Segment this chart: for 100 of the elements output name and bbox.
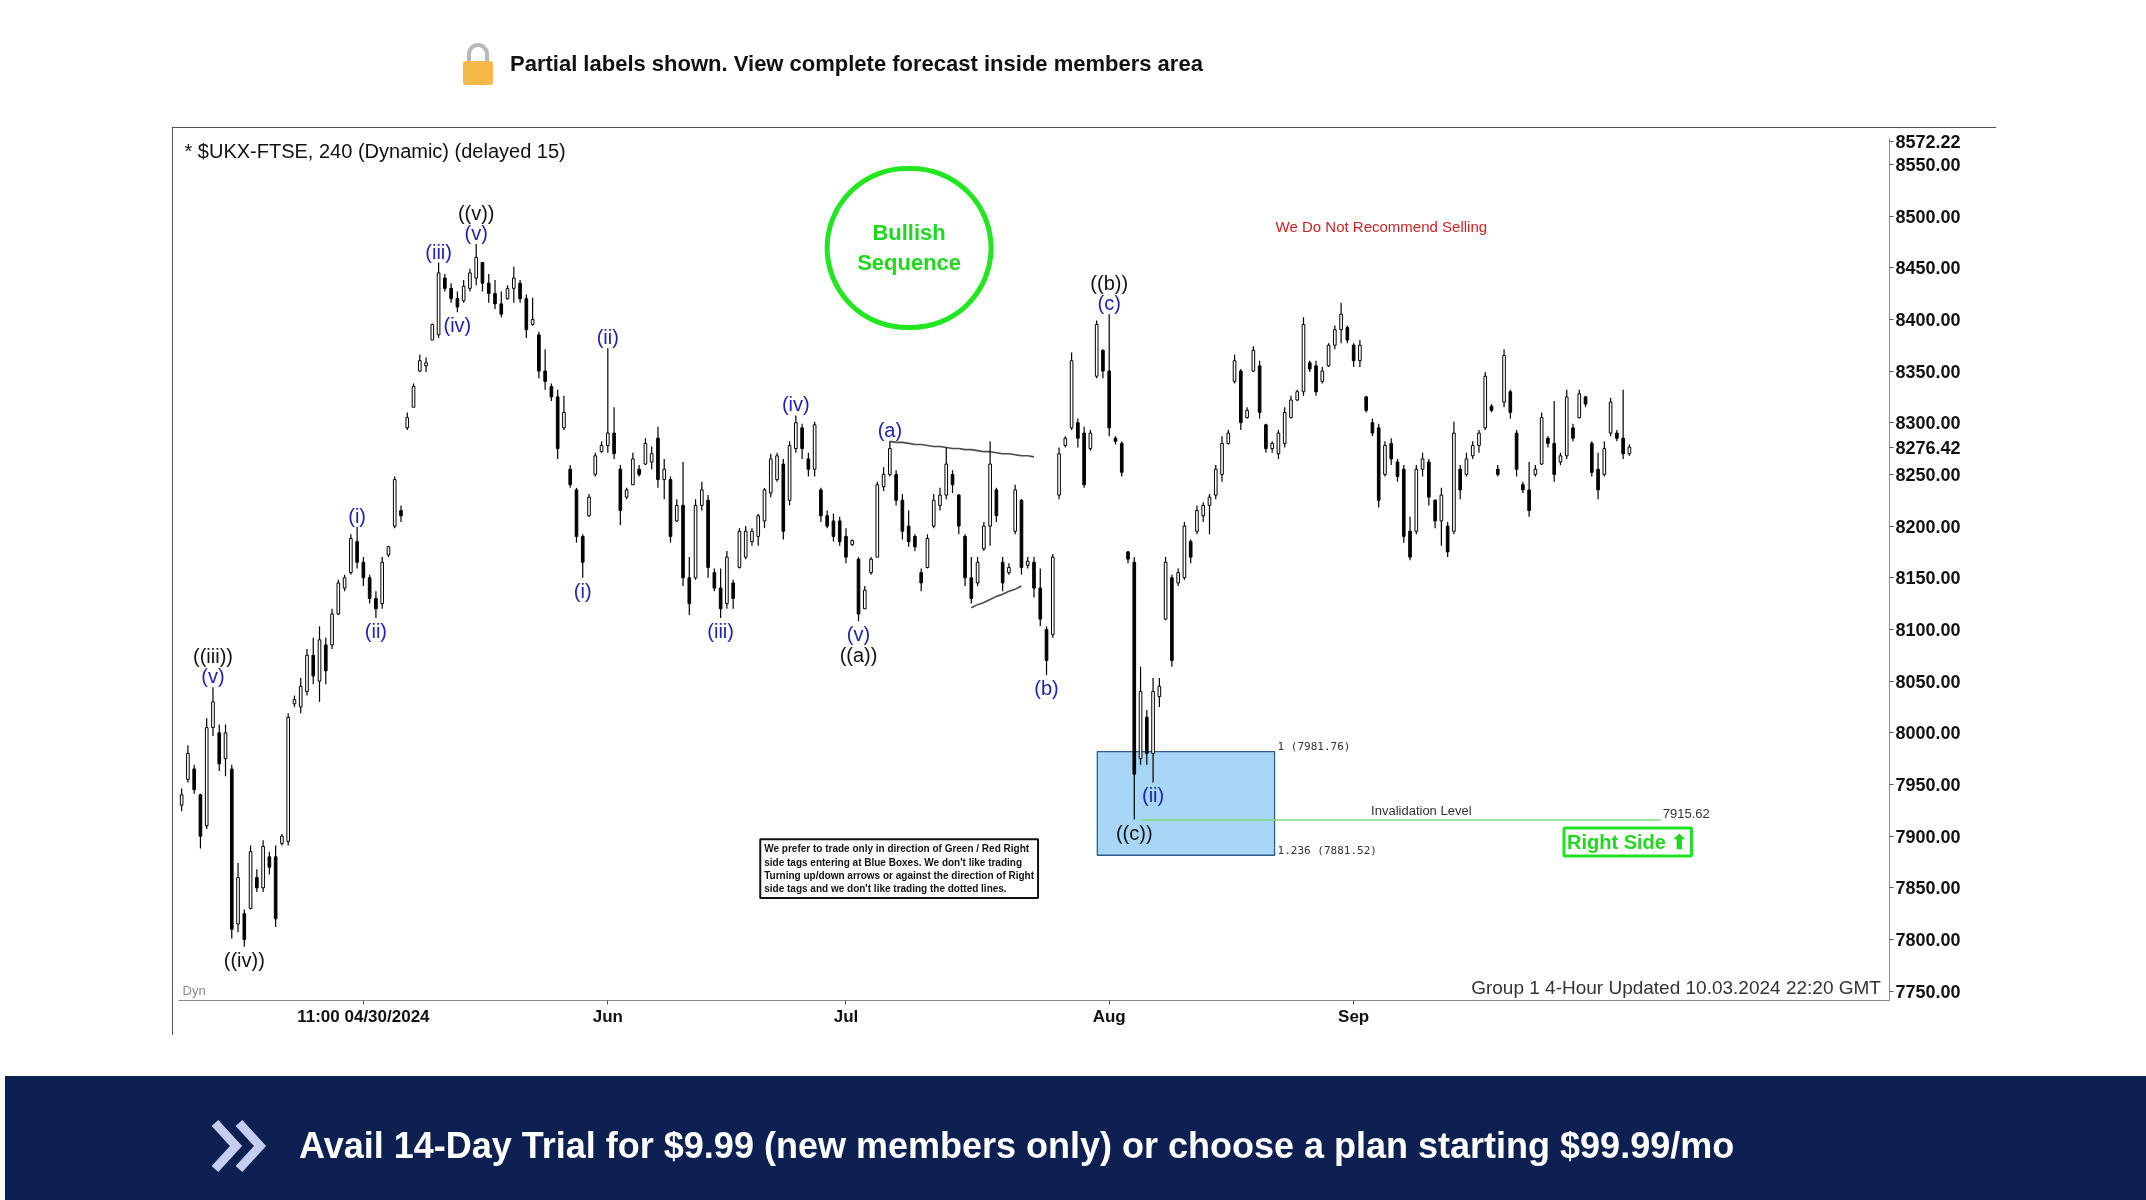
y-tick-label: 7950.00 bbox=[1895, 774, 1961, 795]
candlestick bbox=[1088, 429, 1093, 452]
line-series bbox=[970, 585, 1023, 609]
annotation: Bullish Sequence bbox=[857, 220, 962, 276]
y-tick-label: 7750.00 bbox=[1895, 981, 1961, 1002]
y-tick-label: 8350.00 bbox=[1895, 361, 1961, 382]
y-tick-label: 7850.00 bbox=[1895, 878, 1961, 899]
candlestick bbox=[612, 406, 616, 460]
y-tick-label: 8150.00 bbox=[1895, 568, 1961, 589]
candlestick bbox=[461, 279, 466, 304]
candlestick bbox=[255, 868, 259, 893]
annotation: (ii) bbox=[364, 620, 388, 643]
candlestick bbox=[919, 567, 923, 592]
candlestick bbox=[1596, 452, 1600, 500]
candlestick bbox=[449, 282, 453, 304]
candlestick bbox=[756, 513, 761, 547]
candlestick bbox=[1201, 501, 1206, 523]
candlestick bbox=[1477, 429, 1481, 454]
y-tick-label: 8250.00 bbox=[1895, 464, 1961, 485]
candlestick bbox=[906, 509, 911, 548]
candlestick bbox=[311, 637, 316, 685]
candlestick bbox=[499, 290, 504, 318]
annotation: ((v)) bbox=[457, 201, 495, 224]
candlestick bbox=[975, 556, 980, 587]
y-tick-label: 8100.00 bbox=[1895, 619, 1961, 640]
annotation: ((b)) bbox=[1090, 272, 1129, 295]
x-tick-label: Jul bbox=[833, 1006, 859, 1026]
y-tick-label: 8200.00 bbox=[1895, 516, 1961, 537]
candlestick bbox=[1389, 437, 1394, 466]
candlestick bbox=[662, 458, 667, 500]
annotation: (a) bbox=[877, 419, 903, 442]
candlestick bbox=[543, 348, 547, 391]
candlestick bbox=[969, 556, 974, 605]
candlestick bbox=[1000, 556, 1005, 592]
candlestick bbox=[1358, 339, 1362, 368]
text: Partial labels shown. View complete forecast inside members area bbox=[510, 49, 1203, 78]
candlestick bbox=[700, 481, 704, 512]
candlestick bbox=[486, 273, 491, 304]
annotation: 1 (7981.76) bbox=[1277, 740, 1351, 754]
annotation: (v) bbox=[846, 623, 871, 646]
candlestick bbox=[530, 297, 535, 327]
candlestick bbox=[1351, 342, 1356, 368]
candlestick bbox=[1207, 493, 1212, 535]
candlestick bbox=[568, 464, 573, 489]
annotation: Group 1 4-Hour Updated 10.03.2024 22:20 GMT bbox=[1471, 976, 1882, 998]
candlestick bbox=[606, 347, 610, 454]
annotation: Invalidation Level bbox=[1371, 803, 1472, 819]
candlestick bbox=[1276, 429, 1281, 460]
annotation: (b) bbox=[1034, 676, 1059, 699]
candlestick bbox=[1264, 423, 1268, 454]
candlestick bbox=[1577, 389, 1582, 420]
candlestick bbox=[179, 788, 184, 812]
candlestick bbox=[424, 357, 428, 373]
candlestick bbox=[468, 268, 472, 293]
annotation: ((c)) bbox=[1115, 821, 1153, 844]
y-tick-label: 8276.42 bbox=[1895, 437, 1961, 458]
candlestick bbox=[1188, 538, 1193, 564]
line-series bbox=[889, 440, 1035, 458]
y-tick-label: 7800.00 bbox=[1895, 930, 1961, 951]
candlestick bbox=[1433, 498, 1437, 529]
annotation: (i) bbox=[573, 579, 592, 602]
candlestick bbox=[267, 851, 272, 875]
candlestick bbox=[837, 516, 842, 547]
candlestick bbox=[511, 266, 516, 304]
annotation: (i) bbox=[348, 505, 366, 528]
candlestick bbox=[649, 445, 654, 470]
y-tick-label: 8300.00 bbox=[1895, 413, 1961, 434]
candlestick bbox=[862, 585, 867, 610]
annotation: (iv) bbox=[781, 393, 810, 416]
candlestick bbox=[562, 395, 566, 431]
candlestick bbox=[474, 243, 479, 286]
candlestick bbox=[674, 498, 679, 523]
annotation: ((iii)) bbox=[192, 645, 233, 668]
candlestick bbox=[800, 423, 804, 460]
candlestick bbox=[1527, 461, 1531, 518]
candlestick bbox=[355, 526, 359, 570]
annotation: (iii) bbox=[707, 620, 734, 643]
candlestick bbox=[731, 579, 735, 610]
candlestick bbox=[1458, 464, 1462, 500]
candlestick bbox=[374, 590, 378, 619]
y-tick-label: 8400.00 bbox=[1895, 309, 1961, 330]
chart-title: * $UKX-FTSE, 240 (Dynamic) (delayed 15) bbox=[184, 139, 566, 162]
y-tick-label: 8000.00 bbox=[1895, 723, 1961, 744]
candlestick bbox=[712, 567, 717, 592]
candlestick bbox=[881, 466, 886, 492]
x-tick-label: Sep bbox=[1338, 1006, 1370, 1026]
candlestick bbox=[192, 764, 196, 795]
annotation: (ii) bbox=[1141, 784, 1165, 807]
candlestick bbox=[1251, 345, 1256, 373]
candlestick bbox=[1157, 677, 1162, 708]
candlestick bbox=[643, 437, 648, 466]
candlestick bbox=[367, 574, 372, 605]
candlestick bbox=[1326, 342, 1331, 368]
candlestick bbox=[1333, 324, 1337, 350]
y-tick-label: 8550.00 bbox=[1895, 154, 1961, 175]
candlestick bbox=[938, 487, 942, 512]
candlestick bbox=[361, 556, 366, 587]
candlestick bbox=[298, 677, 303, 714]
x-tick-label: Aug bbox=[1092, 1006, 1126, 1026]
candlestick bbox=[399, 504, 403, 523]
